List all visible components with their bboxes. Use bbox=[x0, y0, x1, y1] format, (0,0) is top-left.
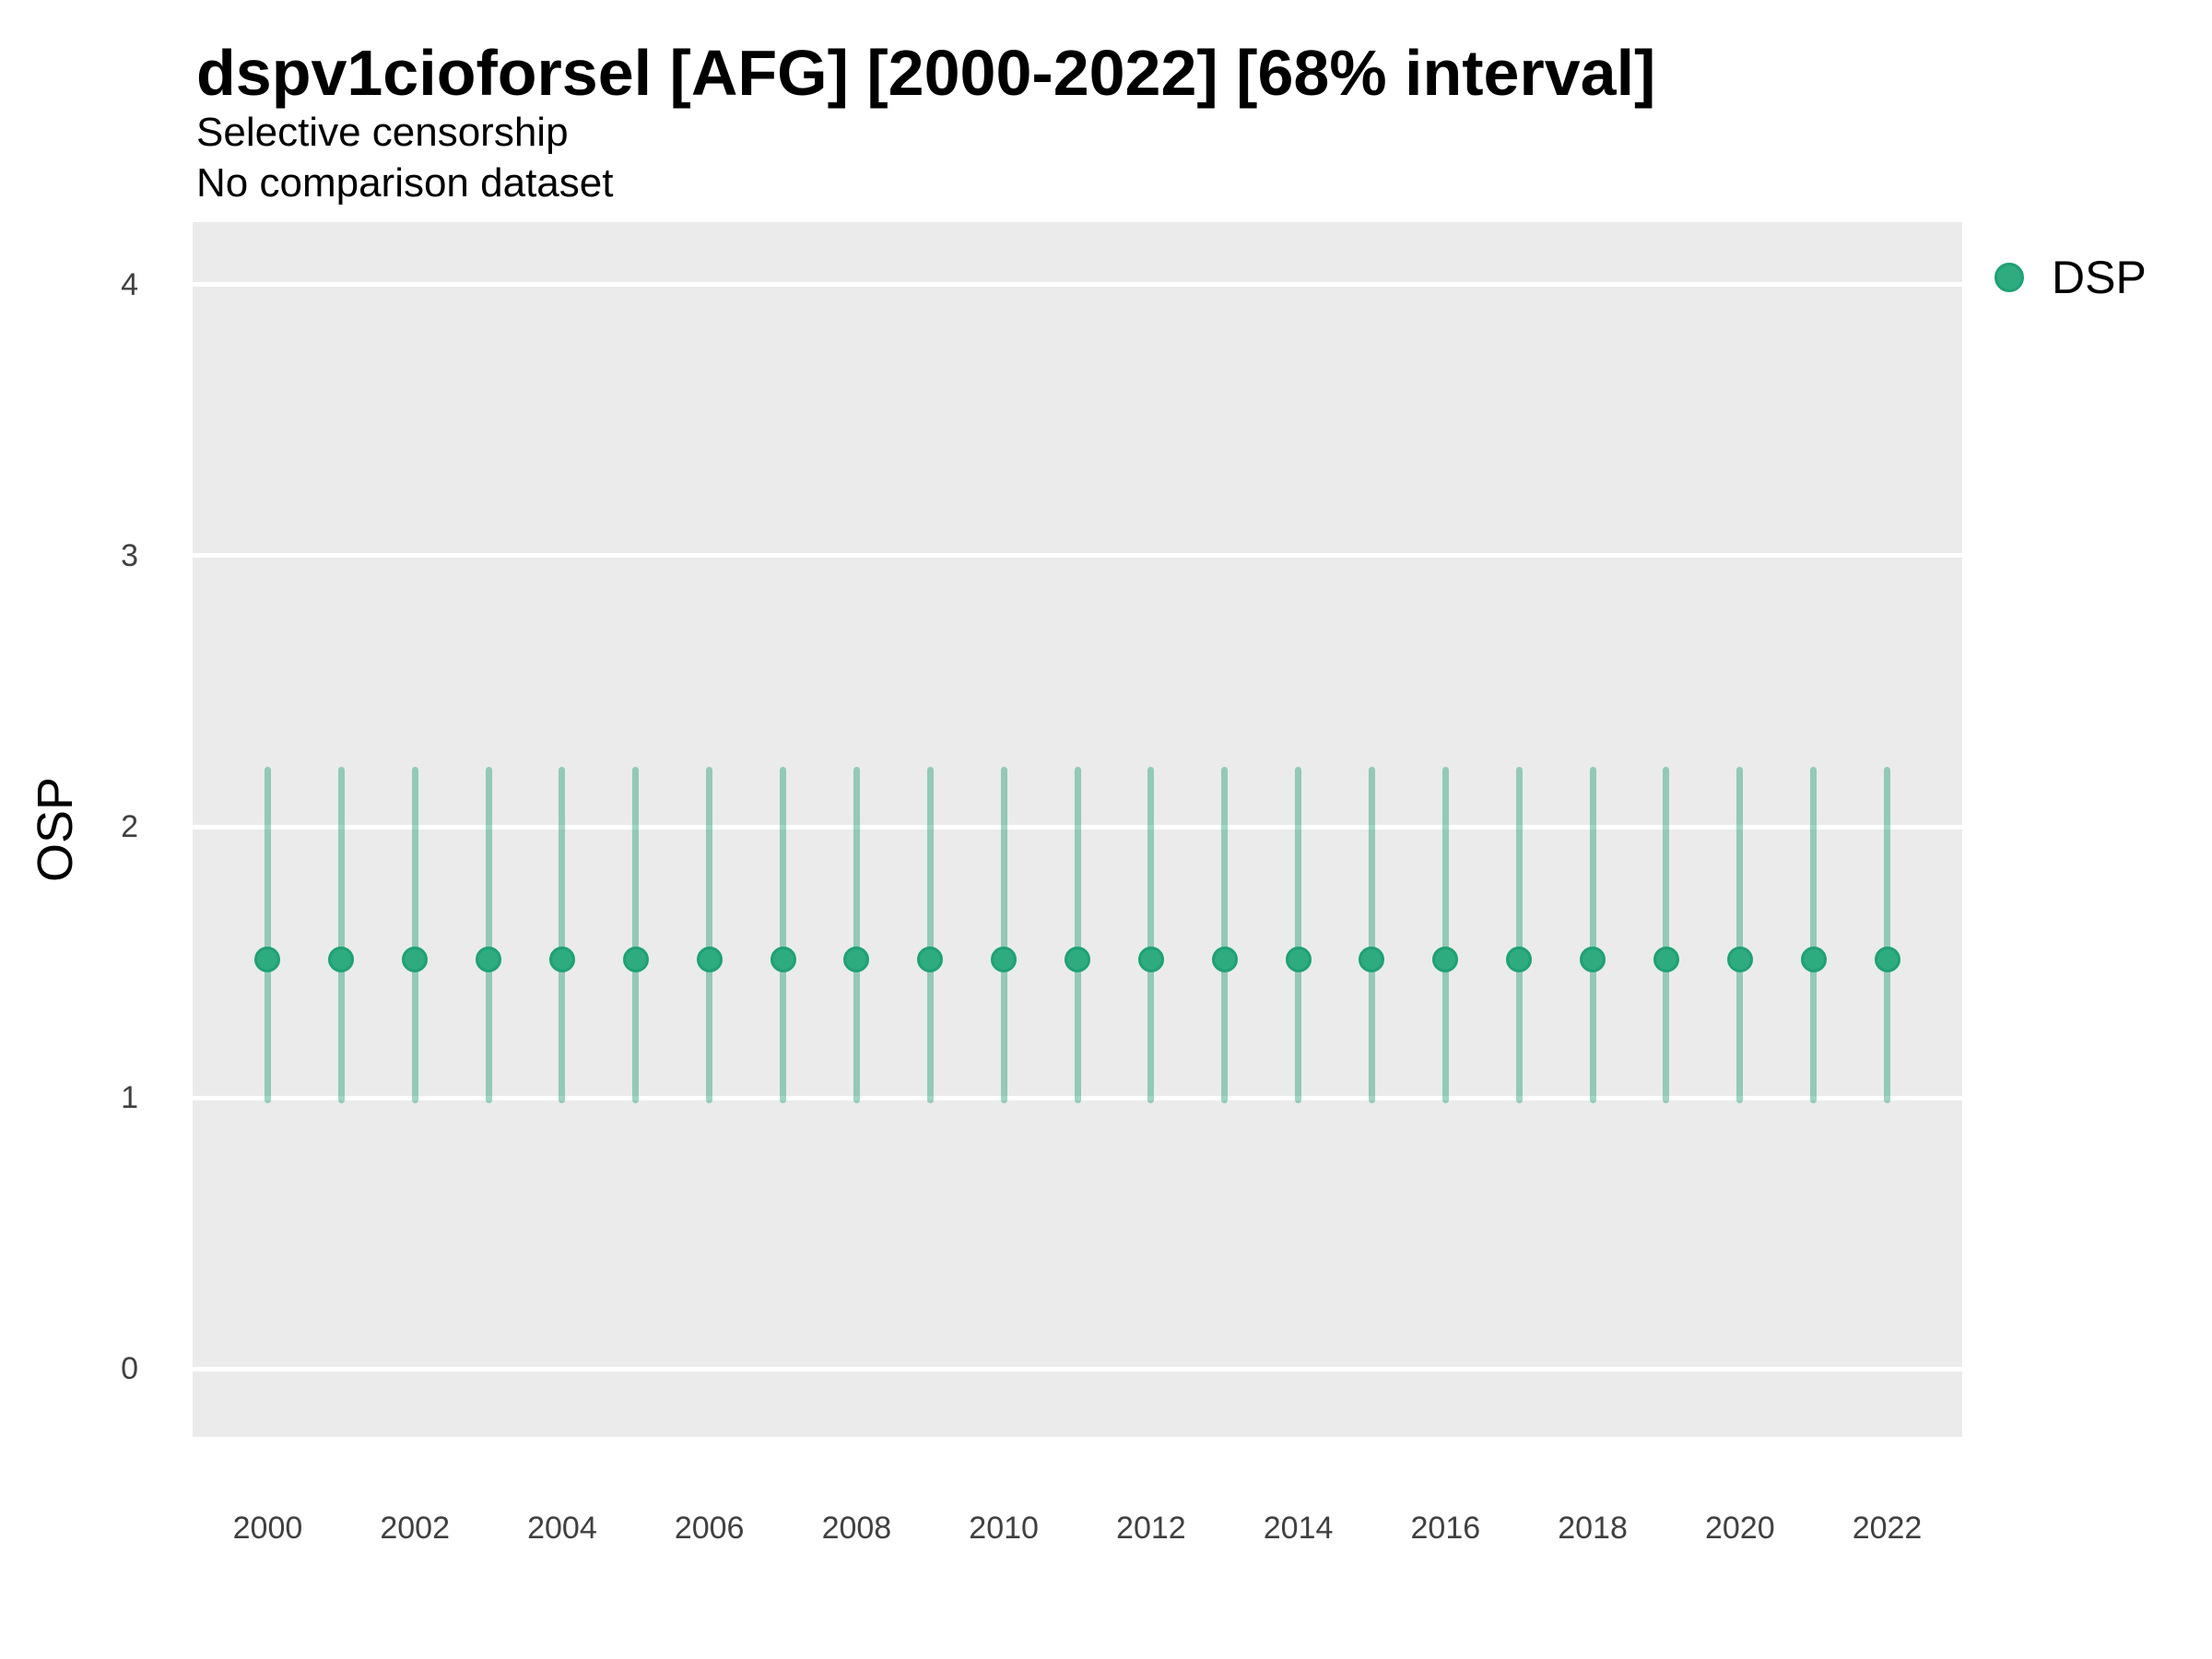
data-point-2007 bbox=[770, 947, 796, 973]
x-tick-label-2022: 2022 bbox=[1852, 1511, 1923, 1546]
data-point-2000 bbox=[254, 947, 281, 973]
data-point-2010 bbox=[991, 947, 1018, 973]
data-point-2008 bbox=[843, 947, 870, 973]
x-tick-label-2010: 2010 bbox=[969, 1511, 1039, 1546]
gridline-y-2 bbox=[193, 824, 1962, 830]
x-tick-label-2006: 2006 bbox=[674, 1511, 745, 1546]
interval-bar-2002 bbox=[411, 767, 418, 1104]
gridline-y-0 bbox=[193, 1366, 1962, 1371]
data-point-2015 bbox=[1359, 947, 1385, 973]
data-point-2016 bbox=[1432, 947, 1459, 973]
data-point-2022 bbox=[1874, 947, 1900, 973]
data-point-2021 bbox=[1800, 947, 1827, 973]
x-tick-label-2002: 2002 bbox=[380, 1511, 450, 1546]
interval-bar-2009 bbox=[926, 767, 934, 1104]
gridline-y-1 bbox=[193, 1095, 1962, 1100]
x-tick-label-2016: 2016 bbox=[1410, 1511, 1481, 1546]
data-point-2004 bbox=[548, 947, 575, 973]
legend: DSP bbox=[1994, 253, 2147, 301]
interval-bar-2014 bbox=[1295, 767, 1302, 1104]
interval-bar-2000 bbox=[264, 767, 271, 1104]
data-point-2020 bbox=[1726, 947, 1753, 973]
data-point-2006 bbox=[696, 947, 723, 973]
x-tick-label-2000: 2000 bbox=[232, 1511, 303, 1546]
plot-panel bbox=[193, 222, 1962, 1437]
y-tick-label-1: 1 bbox=[121, 1080, 138, 1116]
data-point-2014 bbox=[1285, 947, 1312, 973]
data-point-2013 bbox=[1211, 947, 1238, 973]
interval-bar-2007 bbox=[780, 767, 787, 1104]
x-tick-label-2012: 2012 bbox=[1116, 1511, 1186, 1546]
x-tick-label-2008: 2008 bbox=[821, 1511, 892, 1546]
interval-bar-2018 bbox=[1589, 767, 1596, 1104]
x-tick-label-2014: 2014 bbox=[1263, 1511, 1334, 1546]
data-point-2005 bbox=[622, 947, 649, 973]
data-point-2009 bbox=[917, 947, 944, 973]
data-point-2019 bbox=[1653, 947, 1679, 973]
interval-bar-2015 bbox=[1368, 767, 1375, 1104]
interval-bar-2016 bbox=[1441, 767, 1449, 1104]
legend-label: DSP bbox=[2052, 252, 2147, 303]
interval-bar-2005 bbox=[632, 767, 640, 1104]
interval-bar-2003 bbox=[485, 767, 492, 1104]
interval-bar-2006 bbox=[706, 767, 713, 1104]
gridline-y-3 bbox=[193, 553, 1962, 559]
interval-bar-2001 bbox=[337, 767, 345, 1104]
interval-bar-2017 bbox=[1515, 767, 1523, 1104]
interval-bar-2022 bbox=[1884, 767, 1891, 1104]
y-tick-label-2: 2 bbox=[121, 809, 138, 845]
data-point-2001 bbox=[328, 947, 355, 973]
data-point-2012 bbox=[1137, 947, 1164, 973]
data-point-2003 bbox=[476, 947, 502, 973]
interval-bar-2019 bbox=[1663, 767, 1670, 1104]
interval-bar-2004 bbox=[559, 767, 566, 1104]
legend-point-icon bbox=[1994, 263, 2024, 292]
chart-title: dspv1cioforsel [AFG] [2000-2022] [68% in… bbox=[196, 37, 1656, 109]
chart-subtitle-1: Selective censorship bbox=[196, 110, 569, 155]
x-tick-label-2018: 2018 bbox=[1558, 1511, 1628, 1546]
gridline-y-4 bbox=[193, 282, 1962, 288]
interval-bar-2010 bbox=[1000, 767, 1007, 1104]
interval-bar-2013 bbox=[1221, 767, 1229, 1104]
y-tick-label-3: 3 bbox=[121, 537, 138, 573]
chart-subtitle-2: No comparison dataset bbox=[196, 160, 614, 206]
x-tick-label-2004: 2004 bbox=[527, 1511, 597, 1546]
interval-bar-2011 bbox=[1074, 767, 1081, 1104]
data-point-2002 bbox=[402, 947, 429, 973]
y-tick-label-0: 0 bbox=[121, 1351, 138, 1387]
y-tick-label-4: 4 bbox=[121, 266, 138, 302]
data-point-2018 bbox=[1580, 947, 1606, 973]
interval-bar-2008 bbox=[853, 767, 860, 1104]
data-point-2017 bbox=[1506, 947, 1533, 973]
interval-bar-2020 bbox=[1736, 767, 1744, 1104]
interval-bar-2021 bbox=[1810, 767, 1818, 1104]
data-point-2011 bbox=[1065, 947, 1090, 973]
interval-bar-2012 bbox=[1147, 767, 1155, 1104]
x-tick-label-2020: 2020 bbox=[1704, 1511, 1775, 1546]
